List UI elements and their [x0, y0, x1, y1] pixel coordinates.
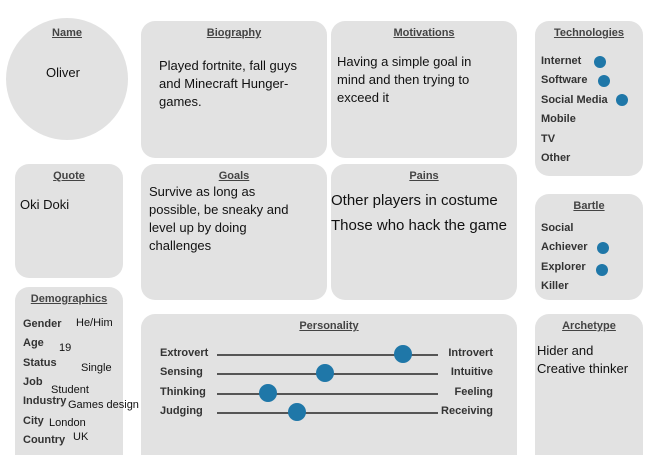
goals-text: Survive as long as possible, be sneaky a… — [149, 184, 289, 253]
personality-slider-knob[interactable] — [287, 403, 306, 421]
demographics-label: Job — [23, 376, 43, 388]
technology-item: Mobile — [541, 113, 576, 125]
personality-right-label: Feeling — [454, 386, 493, 398]
demographics-label: Age — [23, 337, 44, 349]
quote-header: Quote — [53, 170, 85, 182]
demographics-value: Single — [81, 362, 112, 374]
quote-text: Oki Doki — [20, 197, 70, 212]
demographics-value: London — [49, 417, 86, 429]
demographics-value: He/Him — [76, 317, 113, 329]
personality-right-label: Intuitive — [450, 366, 493, 378]
demographics-value: UK — [73, 431, 89, 443]
motivations-text: Having a simple goal in mind and then tr… — [337, 54, 472, 105]
personality-card: Personality Extrovert Introvert Sensing Int… — [141, 314, 517, 455]
technology-item: Software — [541, 74, 588, 86]
biography-card: Biography Played fortnite, fall guys and… — [141, 21, 327, 158]
personality-left-label: Judging — [160, 405, 203, 417]
demographics-label: Industry — [23, 395, 67, 407]
bartle-item: Achiever — [541, 241, 588, 253]
goals-header: Goals — [218, 170, 250, 182]
demographics-label: Status — [23, 357, 57, 369]
demographics-card: Demographics Gender He/Him Age 19 Status… — [15, 287, 139, 455]
technology-item: Social Media — [541, 94, 608, 106]
personality-left-label: Sensing — [160, 366, 203, 378]
personality-slider-track — [217, 393, 438, 395]
demographics-label: Country — [23, 434, 66, 446]
archetype-header: Archetype — [562, 320, 616, 332]
bartle-item: Killer — [541, 280, 569, 292]
technologies-header: Technologies — [553, 27, 625, 39]
demographics-label: City — [23, 415, 44, 427]
pains-line: Those who hack the game — [331, 217, 507, 234]
personality-right-label: Introvert — [448, 347, 493, 359]
technology-item: TV — [541, 133, 556, 145]
name-value: Oliver — [46, 65, 80, 80]
bartle-marker — [597, 242, 609, 254]
motivations-card: Motivations Having a simple goal in mind… — [331, 21, 517, 158]
quote-card: Quote Oki Doki — [15, 164, 123, 278]
personality-right-label: Receiving — [441, 405, 493, 417]
archetype-text: Hider and Creative thinker — [537, 343, 629, 376]
personality-slider-knob[interactable] — [316, 364, 335, 382]
archetype-card: Archetype Hider and Creative thinker — [535, 314, 643, 455]
technology-item: Internet — [541, 55, 582, 67]
technologies-card: Technologies Internet Software Social Me… — [535, 21, 643, 176]
bartle-item: Social — [541, 222, 574, 234]
pains-card: Pains Other players in costume Those who… — [331, 164, 517, 300]
pains-line: Other players in costume — [331, 192, 498, 209]
technology-marker — [616, 94, 628, 106]
bartle-header: Bartle — [573, 200, 605, 212]
demographics-value: 19 — [59, 342, 72, 354]
motivations-header: Motivations — [393, 27, 455, 39]
bartle-item: Explorer — [541, 261, 586, 273]
goals-card: Goals Survive as long as possible, be sn… — [141, 164, 327, 300]
demographics-value: Student — [51, 384, 89, 396]
personality-slider-knob[interactable] — [258, 384, 277, 402]
personality-slider-track — [217, 354, 438, 356]
technology-marker — [594, 56, 606, 68]
personality-left-label: Thinking — [160, 386, 206, 398]
personality-slider-knob[interactable] — [393, 345, 412, 363]
demographics-value: Games design — [68, 399, 139, 411]
personality-header: Personality — [299, 320, 359, 332]
name-header: Name — [52, 27, 82, 39]
personality-slider-track — [217, 412, 438, 414]
pains-header: Pains — [409, 170, 439, 182]
bartle-card: Bartle Social Achiever Explorer Killer — [535, 194, 643, 300]
bartle-marker — [596, 264, 608, 276]
biography-text: Played fortnite, fall guys and Minecraft… — [159, 58, 298, 109]
demographics-header: Demographics — [30, 293, 108, 305]
name-card: Name Oliver — [6, 18, 128, 140]
technology-item: Other — [541, 152, 571, 164]
personality-left-label: Extrovert — [160, 347, 209, 359]
technology-marker — [598, 75, 610, 87]
biography-header: Biography — [206, 27, 262, 39]
demographics-label: Gender — [23, 318, 62, 330]
